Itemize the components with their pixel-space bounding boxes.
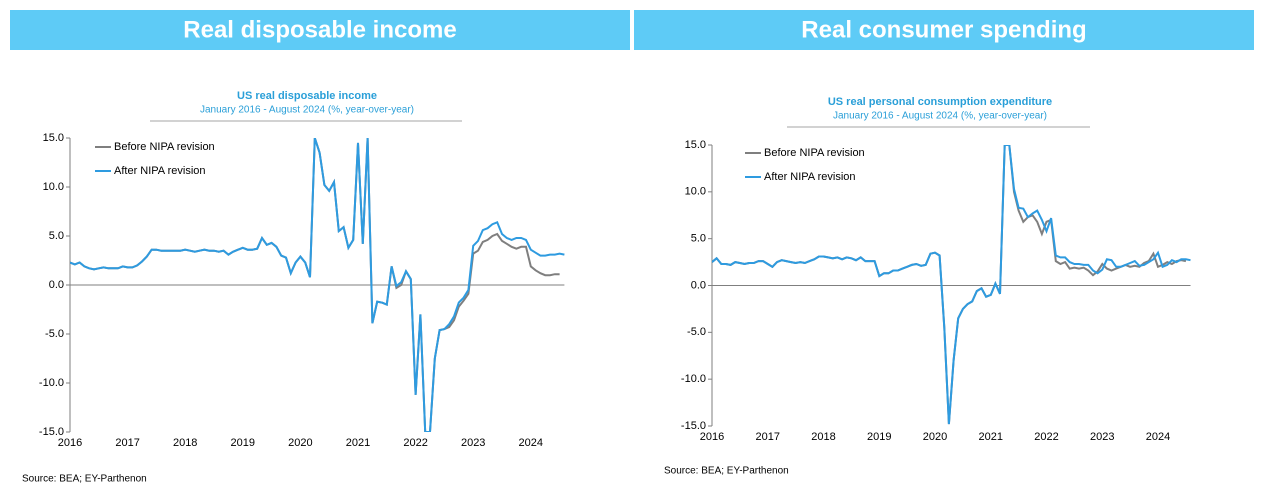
x-tick-label: 2020 <box>288 437 312 449</box>
chart-subtitle: January 2016 - August 2024 (%, year-over… <box>200 105 414 116</box>
y-tick-label: 10.0 <box>43 181 64 193</box>
y-tick-label: -5.0 <box>687 326 706 338</box>
series-line <box>712 145 1187 425</box>
series-line <box>70 138 565 432</box>
x-tick-label: 2020 <box>923 431 947 443</box>
x-tick-label: 2017 <box>756 431 780 443</box>
x-tick-label: 2022 <box>403 437 427 449</box>
x-tick-label: 2016 <box>58 437 82 449</box>
y-tick-label: -5.0 <box>45 328 64 340</box>
legend-label: After NIPA revision <box>114 165 206 177</box>
y-tick-label: 5.0 <box>49 230 64 242</box>
x-tick-label: 2023 <box>461 437 485 449</box>
x-tick-label: 2019 <box>231 437 255 449</box>
x-tick-label: 2022 <box>1034 431 1058 443</box>
header-title: Real disposable income <box>183 16 456 43</box>
x-tick-label: 2018 <box>173 437 197 449</box>
y-tick-label: -10.0 <box>39 377 64 389</box>
legend-label: After NIPA revision <box>764 171 856 183</box>
source-note: Source: BEA; EY-Parthenon <box>664 466 789 477</box>
x-tick-label: 2019 <box>867 431 891 443</box>
y-tick-label: 0.0 <box>691 279 706 291</box>
y-tick-label: -15.0 <box>681 420 706 432</box>
y-tick-label: 15.0 <box>685 139 706 151</box>
x-tick-label: 2018 <box>811 431 835 443</box>
chart-title: US real personal consumption expenditure <box>828 96 1052 108</box>
x-tick-label: 2021 <box>979 431 1003 443</box>
y-tick-label: 15.0 <box>43 132 64 144</box>
y-tick-label: -15.0 <box>39 426 64 438</box>
header-bar <box>10 10 630 50</box>
legend-label: Before NIPA revision <box>114 141 215 153</box>
chart-subtitle: January 2016 - August 2024 (%, year-over… <box>833 111 1047 122</box>
legend-label: Before NIPA revision <box>764 147 865 159</box>
header-bar <box>634 10 1254 50</box>
x-tick-label: 2021 <box>346 437 370 449</box>
header-title: Real consumer spending <box>801 16 1086 43</box>
x-tick-label: 2024 <box>519 437 543 449</box>
source-note: Source: BEA; EY-Parthenon <box>22 474 147 485</box>
x-tick-label: 2016 <box>700 431 724 443</box>
x-tick-label: 2024 <box>1146 431 1170 443</box>
series-line <box>712 145 1191 425</box>
x-tick-label: 2017 <box>115 437 139 449</box>
y-tick-label: 5.0 <box>691 233 706 245</box>
x-tick-label: 2023 <box>1090 431 1114 443</box>
chart-title: US real disposable income <box>237 90 377 102</box>
y-tick-label: -10.0 <box>681 373 706 385</box>
y-tick-label: 10.0 <box>685 186 706 198</box>
y-tick-label: 0.0 <box>49 279 64 291</box>
